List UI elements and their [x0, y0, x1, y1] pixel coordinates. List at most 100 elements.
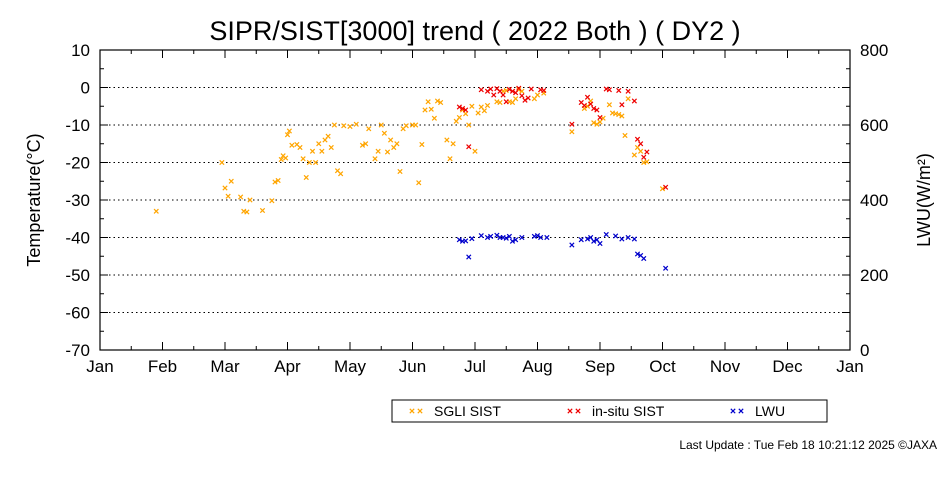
data-point	[594, 107, 600, 113]
data-point	[466, 122, 472, 128]
data-point	[419, 141, 425, 148]
data-point	[338, 171, 344, 177]
data-point	[472, 148, 478, 154]
data-point	[244, 209, 250, 215]
data-point	[644, 159, 650, 165]
data-point	[313, 159, 319, 166]
data-point	[544, 234, 550, 241]
data-point	[416, 180, 422, 186]
data-point	[325, 133, 331, 139]
data-point	[494, 232, 500, 238]
data-point	[641, 154, 647, 160]
data-point	[503, 235, 509, 241]
data-point	[289, 142, 295, 148]
data-point	[397, 168, 403, 175]
legend-label: in-situ SIST	[592, 403, 665, 419]
data-point	[606, 87, 612, 93]
data-point	[638, 141, 644, 147]
x-tick-label: Aug	[522, 357, 552, 376]
data-point	[484, 234, 491, 241]
data-point	[641, 255, 647, 262]
data-point	[300, 156, 306, 162]
legend: SGLI SIST in-situ SIST LWU	[391, 399, 828, 423]
data-point	[594, 121, 600, 127]
data-point	[228, 178, 234, 184]
data-point	[578, 237, 584, 243]
data-point	[431, 115, 437, 121]
data-point	[478, 233, 484, 239]
data-point	[422, 107, 428, 113]
data-point	[284, 132, 291, 138]
data-point	[303, 174, 309, 181]
data-point	[569, 242, 575, 248]
data-point	[616, 87, 622, 94]
y-tick-label: 10	[71, 41, 90, 60]
data-point	[319, 148, 325, 154]
data-point	[663, 184, 669, 190]
legend-marker	[409, 408, 415, 414]
legend-box	[391, 399, 828, 423]
data-point	[394, 141, 400, 147]
data-point	[597, 240, 603, 247]
data-point	[522, 97, 528, 103]
data-point	[513, 90, 519, 96]
data-point	[353, 121, 359, 127]
data-point	[516, 85, 522, 91]
data-point	[219, 159, 225, 166]
data-point	[347, 123, 353, 130]
data-point	[525, 95, 531, 101]
data-points	[153, 85, 669, 271]
data-point	[506, 233, 512, 239]
data-point	[297, 144, 303, 151]
data-point	[475, 110, 481, 116]
data-point	[606, 102, 612, 108]
y-tick-label: -40	[65, 229, 90, 248]
data-point	[259, 207, 266, 214]
data-point	[613, 233, 619, 239]
y2-tick-label: 400	[860, 191, 888, 210]
data-point	[584, 94, 591, 100]
data-point	[283, 155, 289, 161]
data-point	[538, 234, 544, 241]
y-tick-label: -70	[65, 341, 90, 360]
legend-marker	[567, 408, 573, 414]
x-tick-label: Apr	[274, 357, 301, 376]
data-point	[625, 88, 631, 94]
data-point	[619, 113, 625, 119]
data-point	[275, 177, 281, 184]
data-point	[428, 106, 434, 112]
data-point	[463, 107, 469, 113]
legend-marker	[575, 408, 581, 414]
data-point	[306, 159, 312, 166]
data-point	[484, 102, 491, 109]
data-point	[459, 105, 466, 112]
data-point	[309, 148, 316, 154]
data-point	[272, 179, 278, 185]
data-point	[388, 137, 394, 143]
data-point	[484, 88, 491, 94]
data-point	[631, 98, 637, 104]
data-point	[328, 144, 334, 151]
data-point	[569, 129, 575, 135]
data-point	[238, 194, 244, 200]
data-point	[631, 236, 637, 242]
axis-ticks	[99, 49, 851, 351]
chart-title: SIPR/SIST[3000] trend ( 2022 Both ) ( DY…	[209, 16, 740, 46]
y-axis-tick-labels: 10 0 -10 -20 -30 -40 -50 -60 -70	[65, 41, 90, 360]
data-point	[375, 148, 381, 154]
x-tick-label: May	[334, 357, 367, 376]
data-point	[634, 251, 641, 257]
x-tick-label: Sep	[585, 357, 615, 376]
data-point	[603, 231, 609, 238]
data-point	[619, 102, 625, 108]
grid-lines	[100, 87, 850, 313]
y2-tick-label: 0	[860, 341, 869, 360]
data-point	[513, 96, 519, 102]
x-tick-label: Jan	[836, 357, 863, 376]
data-point	[463, 238, 469, 244]
data-point	[466, 144, 472, 150]
data-point	[456, 114, 462, 121]
data-point	[481, 108, 487, 114]
data-point	[497, 99, 503, 106]
